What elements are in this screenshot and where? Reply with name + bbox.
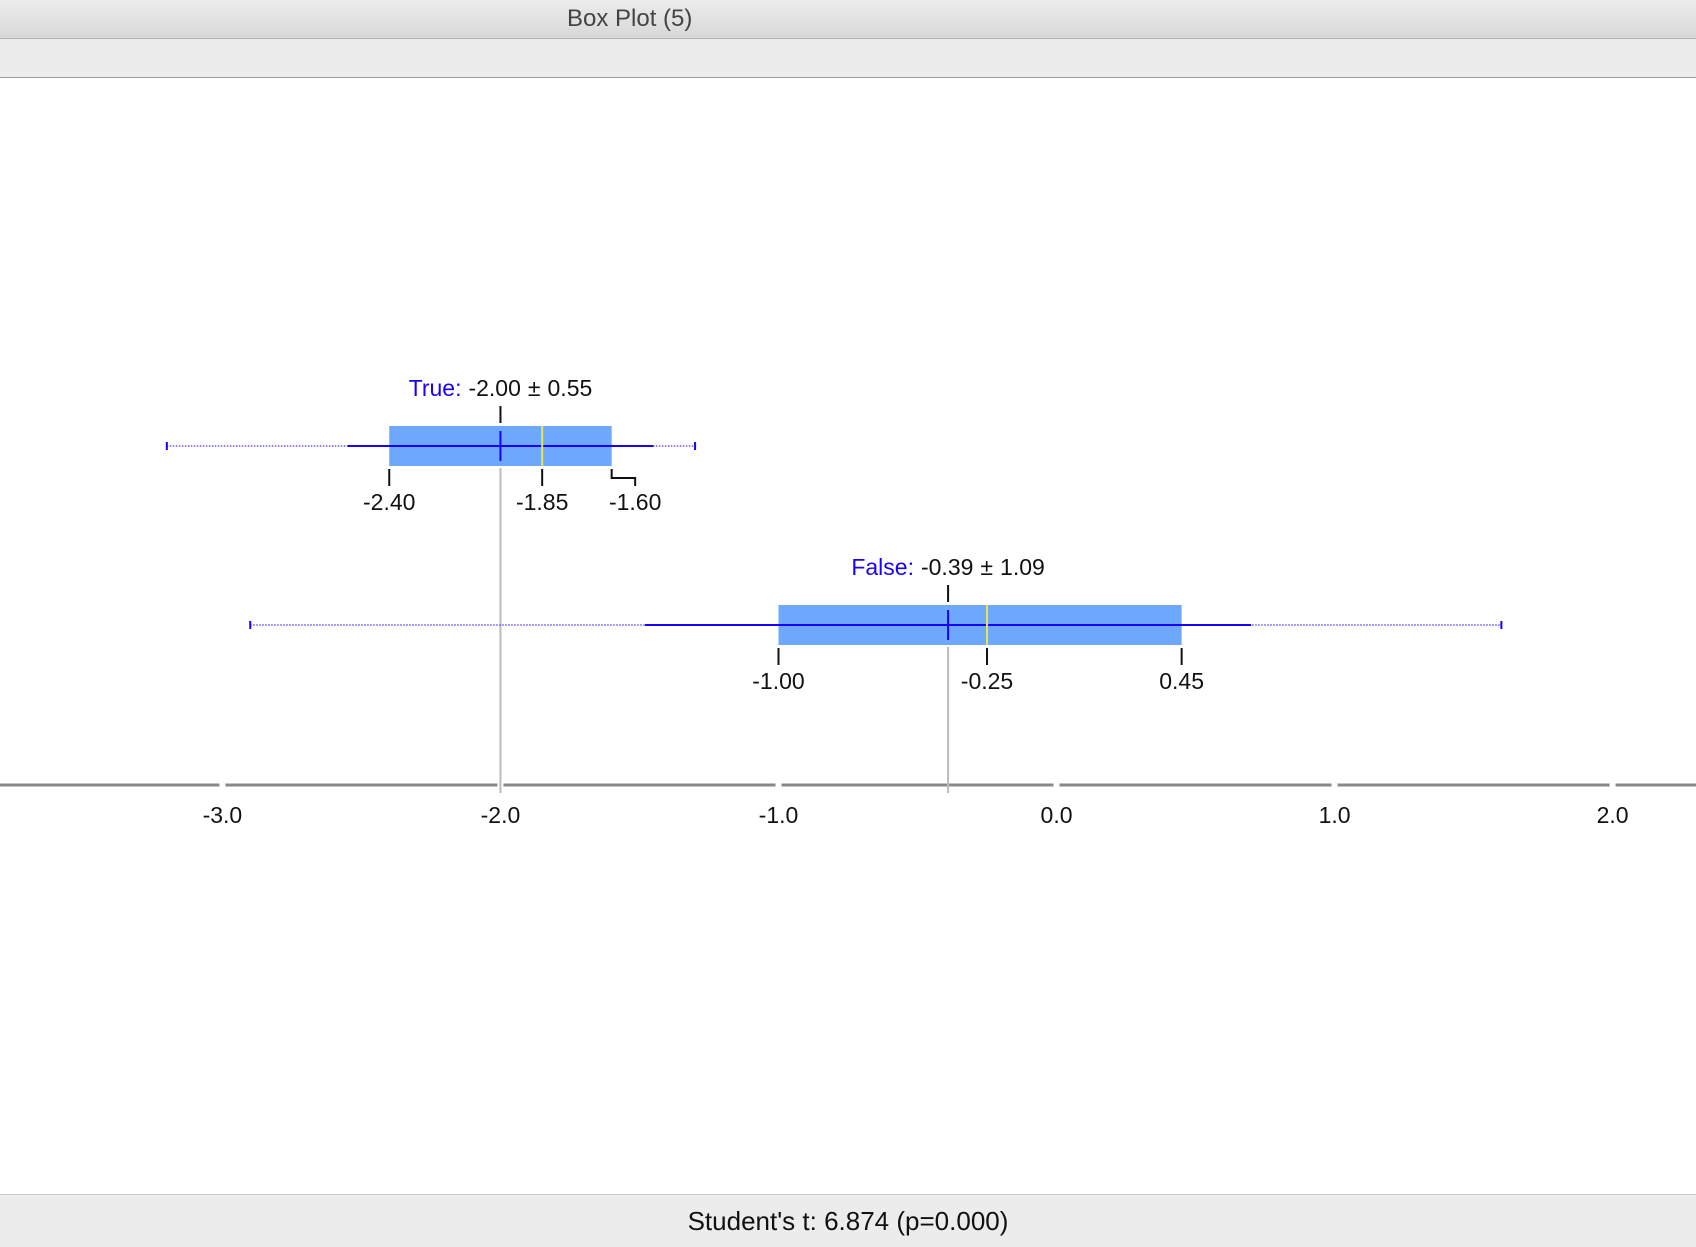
- sd-value: 0.55: [548, 375, 593, 401]
- toolbar: [0, 39, 1696, 78]
- mean-value: -2.00: [468, 375, 520, 401]
- quartile-label: -1.85: [516, 489, 568, 515]
- quartile-label: -0.25: [961, 668, 1013, 694]
- quartile-label: -1.60: [609, 489, 661, 515]
- footer: Student's t: 6.874 (p=0.000): [0, 1194, 1696, 1247]
- chart: -3.0 -2.0 -1.0 0.0 1.0 2.0 True: -2.00 ±0.55 -2.4…: [0, 375, 1696, 828]
- window-title: Box Plot (5): [567, 5, 693, 32]
- x-tick-label: 1.0: [1319, 802, 1351, 828]
- group-name: False:: [851, 554, 914, 580]
- quartile-label: -1.00: [752, 668, 804, 694]
- group-name: True:: [409, 375, 462, 401]
- quartile-label: 0.45: [1159, 668, 1204, 694]
- label-bracket: [610, 469, 637, 486]
- mean-label: True: -2.00 ±0.55: [409, 375, 593, 401]
- x-tick-label: 0.0: [1041, 802, 1073, 828]
- x-tick-label: -1.0: [759, 802, 799, 828]
- stat-separator: ±: [980, 554, 993, 580]
- mean-value: -0.39: [921, 554, 973, 580]
- mean-label: False: -0.39 ±1.09: [851, 554, 1044, 580]
- quartile-label: -2.40: [363, 489, 415, 515]
- x-tick-label: -3.0: [203, 802, 243, 828]
- title-bar: Box Plot (5): [0, 0, 1696, 39]
- x-tick-label: -2.0: [481, 802, 521, 828]
- stat-separator: ±: [528, 375, 541, 401]
- x-tick-label: 2.0: [1597, 802, 1629, 828]
- sd-value: 1.09: [1000, 554, 1045, 580]
